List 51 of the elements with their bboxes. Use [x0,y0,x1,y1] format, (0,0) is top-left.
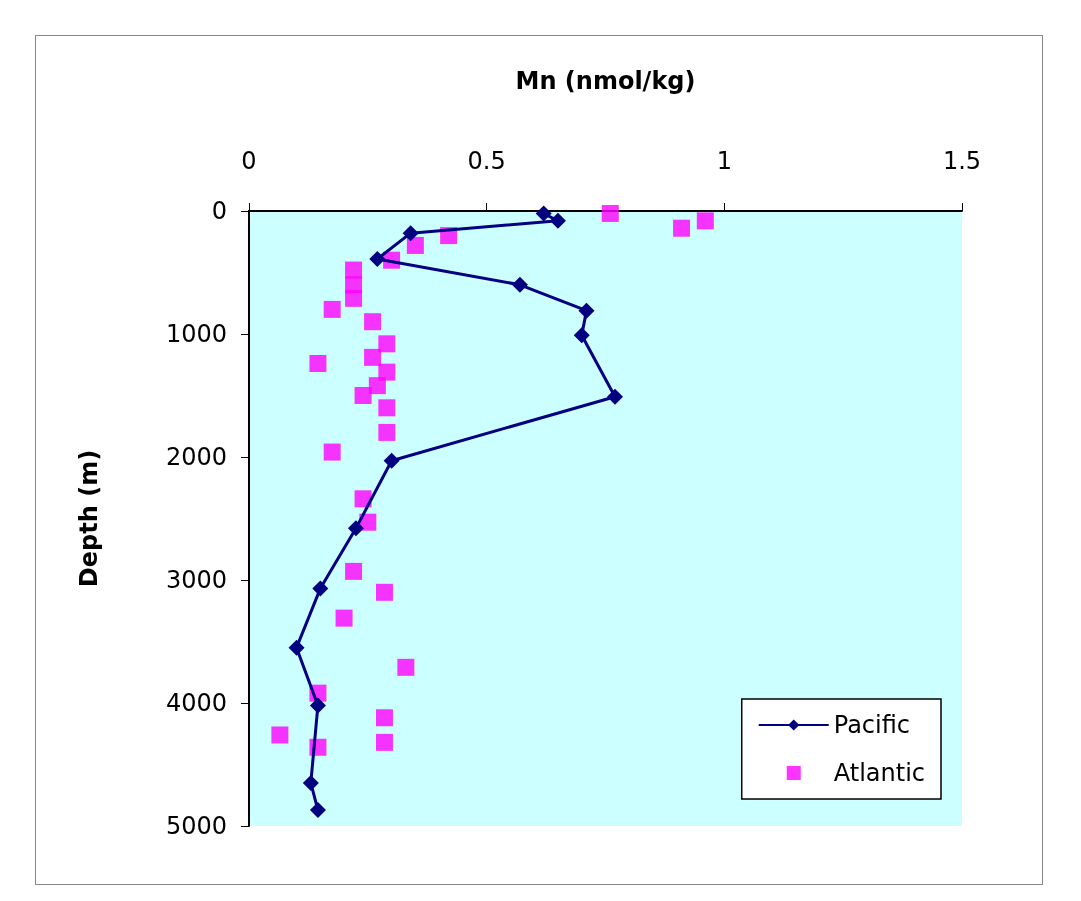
point [402,225,419,242]
point [578,302,595,319]
y-tick-label: 5000 [165,812,227,840]
x-tick-label: 0.5 [467,147,506,175]
point [309,355,327,373]
point [302,774,319,791]
point [383,452,400,469]
y-tick-label: 4000 [165,689,227,717]
point [607,388,624,405]
legend-label: Pacific [833,711,911,739]
point [347,520,364,537]
point [406,236,424,254]
point [375,733,393,751]
point [378,335,396,353]
point [601,204,619,222]
y-tick-label: 3000 [165,566,227,594]
point [309,802,326,819]
point [673,219,691,237]
point [335,609,353,627]
x-tick-label: 1.5 [942,147,982,175]
legend-label: Atlantic [833,759,925,787]
point [369,250,386,267]
point [271,726,289,744]
point [573,327,590,344]
x-tick-label: 0 [241,147,257,175]
x-axis-title: Mn (nmol/kg) [515,67,696,95]
point [364,348,382,366]
point [535,205,552,222]
y-axis-title: Depth (m) [75,449,103,588]
y-tick-label: 1000 [165,320,227,348]
point [368,377,386,395]
y-tick-label: 2000 [165,443,227,471]
point [323,443,341,461]
point [364,313,382,331]
point [312,580,329,597]
point [397,658,415,676]
y-tick-label: 0 [211,197,227,225]
point [511,276,528,293]
point [288,639,305,656]
point [549,212,566,229]
point [345,289,363,307]
point [378,399,396,417]
point [345,562,363,580]
point [354,387,372,404]
point [375,583,393,601]
point [323,300,341,318]
x-tick-label: 1 [716,147,732,175]
point [309,697,326,714]
point [378,423,396,441]
point [696,212,714,230]
point [375,709,393,727]
